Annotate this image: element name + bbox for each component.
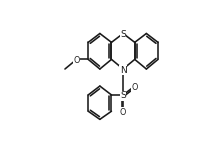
Text: O: O — [120, 108, 126, 117]
Text: S: S — [120, 30, 126, 39]
Text: O: O — [73, 56, 80, 65]
Text: O: O — [132, 83, 138, 92]
Text: N: N — [120, 66, 127, 75]
Text: S: S — [120, 91, 126, 100]
